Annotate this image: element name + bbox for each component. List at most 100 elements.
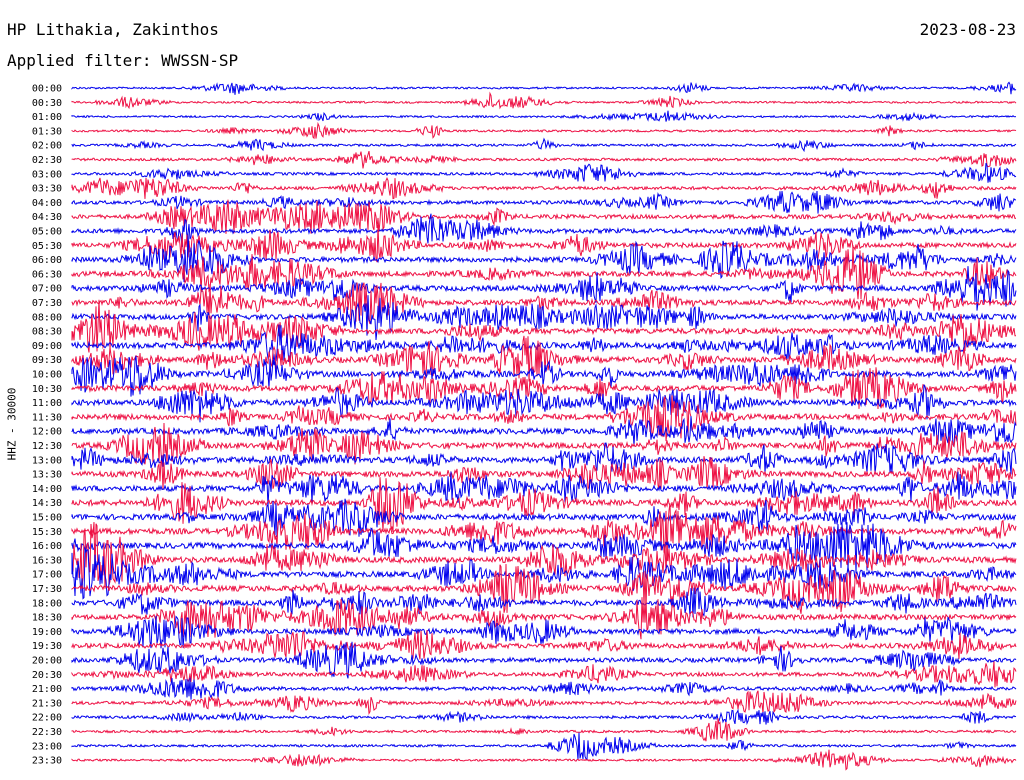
- row-time-label: 09:30: [32, 355, 62, 366]
- trace-1300: [71, 442, 1017, 475]
- trace-0130: [71, 121, 1017, 140]
- row-time-label: 23:30: [32, 756, 62, 767]
- trace-1630: [71, 522, 1017, 589]
- trace-1800: [71, 587, 1017, 618]
- trace-1130: [71, 395, 1017, 442]
- row-time-label: 11:00: [32, 398, 62, 409]
- trace-0230: [71, 150, 1017, 169]
- filter-label: Applied filter: WWSSN-SP: [7, 51, 239, 70]
- row-time-label: 13:30: [32, 470, 62, 481]
- trace-2330: [71, 749, 1017, 771]
- row-time-label: 14:30: [32, 498, 62, 509]
- row-time-label: 21:30: [32, 698, 62, 709]
- trace-1200: [71, 416, 1017, 448]
- trace-0500: [71, 213, 1017, 247]
- row-time-label: 13:00: [32, 455, 62, 466]
- row-time-label: 03:00: [32, 169, 62, 180]
- row-time-label: 17:00: [32, 570, 62, 581]
- trace-2130: [71, 690, 1017, 716]
- row-time-label: 19:00: [32, 627, 62, 638]
- trace-1900: [71, 615, 1017, 649]
- row-time-label: 10:00: [32, 370, 62, 381]
- trace-1930: [71, 629, 1017, 660]
- trace-0830: [71, 299, 1016, 353]
- row-time-label: 15:00: [32, 513, 62, 524]
- row-time-label: 00:00: [32, 84, 62, 95]
- row-time-label: 05:30: [32, 241, 62, 252]
- trace-0430: [71, 199, 1017, 234]
- row-time-label: 04:30: [32, 212, 62, 223]
- trace-1530: [71, 503, 1017, 561]
- trace-1400: [71, 471, 1017, 507]
- trace-1430: [71, 477, 1017, 532]
- trace-0400: [71, 190, 1017, 214]
- row-time-label: 22:00: [32, 713, 62, 724]
- time-tick-labels: 00:00 00:30 01:00 01:30 02:00 02:30 03:00 03:30…: [32, 84, 62, 767]
- row-time-label: 23:00: [32, 741, 62, 752]
- row-time-label: 08:00: [32, 312, 62, 323]
- trace-0930: [71, 335, 1017, 382]
- row-time-label: 18:30: [32, 613, 62, 624]
- trace-0730: [71, 282, 1017, 325]
- trace-1230: [71, 422, 1017, 466]
- trace-0700: [71, 266, 1017, 311]
- station-title: HP Lithakia, Zakinthos: [7, 20, 219, 39]
- trace-2200: [71, 708, 1017, 726]
- trace-0630: [71, 245, 1017, 300]
- trace-1730: [71, 563, 1017, 614]
- trace-2000: [71, 641, 1017, 679]
- row-time-label: 20:30: [32, 670, 62, 681]
- row-time-label: 12:00: [32, 427, 62, 438]
- trace-0600: [71, 233, 1017, 283]
- row-time-label: 14:00: [32, 484, 62, 495]
- row-time-label: 16:00: [32, 541, 62, 552]
- row-time-label: 11:30: [32, 412, 62, 423]
- row-time-label: 17:30: [32, 584, 62, 595]
- trace-1700: [71, 547, 1017, 600]
- trace-0300: [71, 162, 1017, 183]
- row-time-label: 18:00: [32, 598, 62, 609]
- trace-0030: [71, 91, 1017, 110]
- row-time-label: 02:30: [32, 155, 62, 166]
- row-time-label: 15:30: [32, 527, 62, 538]
- row-time-label: 00:30: [32, 98, 62, 109]
- row-time-label: 04:00: [32, 198, 62, 209]
- trace-2100: [71, 677, 1017, 700]
- row-time-label: 10:30: [32, 384, 62, 395]
- trace-0330: [71, 176, 1017, 200]
- row-time-label: 01:00: [32, 112, 62, 123]
- trace-0900: [71, 324, 1017, 364]
- trace-1030: [71, 367, 1017, 410]
- trace-1600: [71, 522, 1017, 574]
- date-label: 2023-08-23: [919, 20, 1016, 39]
- row-time-label: 07:00: [32, 284, 62, 295]
- row-time-label: 05:00: [32, 227, 62, 238]
- row-time-label: 21:00: [32, 684, 62, 695]
- row-time-label: 02:00: [32, 141, 62, 152]
- row-time-label: 03:30: [32, 184, 62, 195]
- row-time-label: 22:30: [32, 727, 62, 738]
- trace-1500: [71, 498, 1017, 538]
- trace-0100: [71, 110, 1017, 122]
- row-time-label: 20:00: [32, 656, 62, 667]
- row-time-label: 07:30: [32, 298, 62, 309]
- row-time-label: 16:30: [32, 555, 62, 566]
- row-time-label: 12:30: [32, 441, 62, 452]
- trace-0530: [71, 224, 1017, 263]
- row-time-label: 08:30: [32, 327, 62, 338]
- trace-0200: [71, 137, 1017, 153]
- trace-1100: [71, 384, 1017, 423]
- trace-2300: [71, 732, 1017, 761]
- seismogram-traces: [71, 81, 1017, 771]
- trace-1330: [71, 456, 1017, 491]
- trace-0000: [71, 81, 1017, 95]
- row-time-label: 01:30: [32, 126, 62, 137]
- trace-2230: [71, 718, 1017, 742]
- row-time-label: 06:30: [32, 269, 62, 280]
- row-time-label: 06:00: [32, 255, 62, 266]
- row-time-label: 19:30: [32, 641, 62, 652]
- trace-1830: [71, 597, 1017, 640]
- row-time-label: 09:00: [32, 341, 62, 352]
- trace-2030: [71, 661, 1017, 688]
